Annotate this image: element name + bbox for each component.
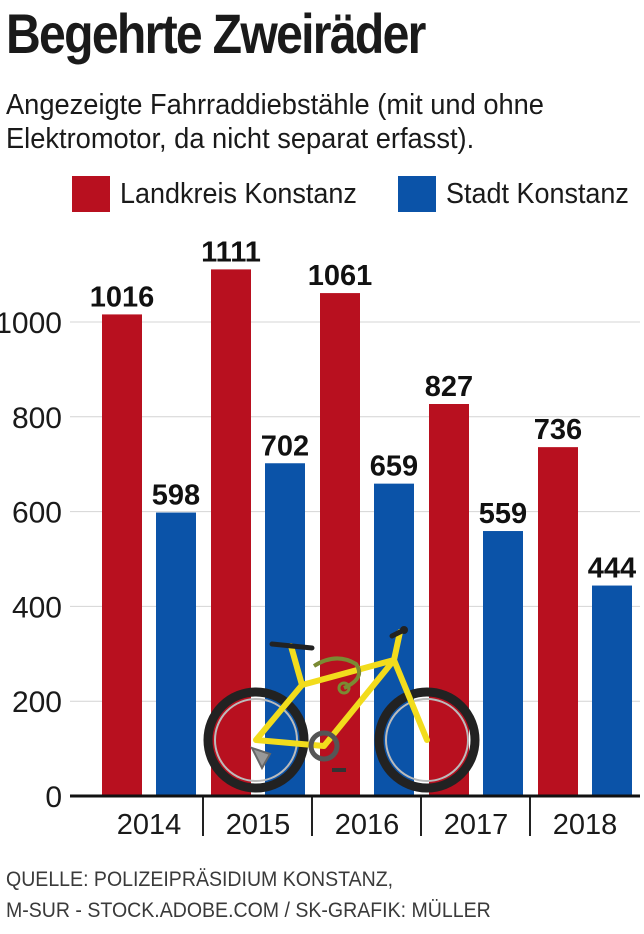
y-tick-label: 1000 [0, 307, 62, 340]
y-tick-label: 0 [45, 781, 62, 814]
legend: Landkreis Konstanz Stadt Konstanz [0, 176, 644, 212]
data-label: 1061 [308, 260, 373, 292]
bars [102, 269, 632, 796]
data-label: 1016 [90, 281, 155, 313]
legend-label-landkreis: Landkreis Konstanz [120, 177, 357, 210]
x-tick-label: 2017 [444, 809, 509, 841]
source-line-2: M-SUR - STOCK.ADOBE.COM / SK-GRAFIK: MÜL… [6, 899, 491, 922]
data-label: 827 [425, 371, 473, 403]
data-label: 702 [261, 430, 309, 462]
data-label: 559 [479, 498, 527, 530]
y-tick-label: 800 [12, 402, 62, 435]
data-label: 736 [534, 414, 582, 446]
legend-label-stadt: Stadt Konstanz [446, 177, 629, 210]
axes: 0 200 400 600 800 1000 2014 2015 2016 2017 2018 [0, 307, 640, 841]
bar [592, 585, 632, 796]
source-line-1: QUELLE: POLIZEIPRÄSIDIUM KONSTANZ, [6, 868, 394, 891]
legend-item-landkreis: Landkreis Konstanz [72, 176, 375, 212]
data-label: 598 [152, 480, 200, 512]
legend-item-stadt: Stadt Konstanz [398, 176, 643, 212]
bar [429, 404, 469, 796]
bar-value-labels: 1016 598 1111 702 1061 659 827 559 736 444 [90, 236, 636, 584]
data-label: 444 [588, 553, 636, 585]
chart-subtitle: Angezeigte Fahrraddiebstähle (mit und oh… [6, 89, 544, 155]
bar [538, 447, 578, 796]
x-tick-label: 2016 [335, 809, 400, 841]
bar [483, 531, 523, 796]
y-tick-label: 600 [12, 497, 62, 530]
legend-swatch-stadt [398, 176, 436, 212]
legend-swatch-landkreis [72, 176, 110, 212]
bicycle-illustration [203, 626, 480, 793]
x-tick-label: 2014 [117, 809, 182, 841]
bar [102, 314, 142, 796]
bar [156, 512, 196, 796]
x-tick-label: 2018 [553, 809, 618, 841]
y-tick-label: 400 [12, 591, 62, 624]
chart-title: Begehrte Zweiräder [6, 2, 426, 65]
bar [320, 293, 360, 796]
y-tick-label: 200 [12, 686, 62, 719]
data-label: 659 [370, 451, 418, 483]
bar-chart: 1016 598 1111 702 1061 659 827 559 736 444 0 200 40… [0, 236, 640, 841]
bicycle-icon [203, 626, 480, 793]
x-tick-label: 2015 [226, 809, 291, 841]
source-note: QUELLE: POLIZEIPRÄSIDIUM KONSTANZ, M-SUR… [6, 864, 491, 926]
data-label: 1111 [201, 236, 261, 268]
